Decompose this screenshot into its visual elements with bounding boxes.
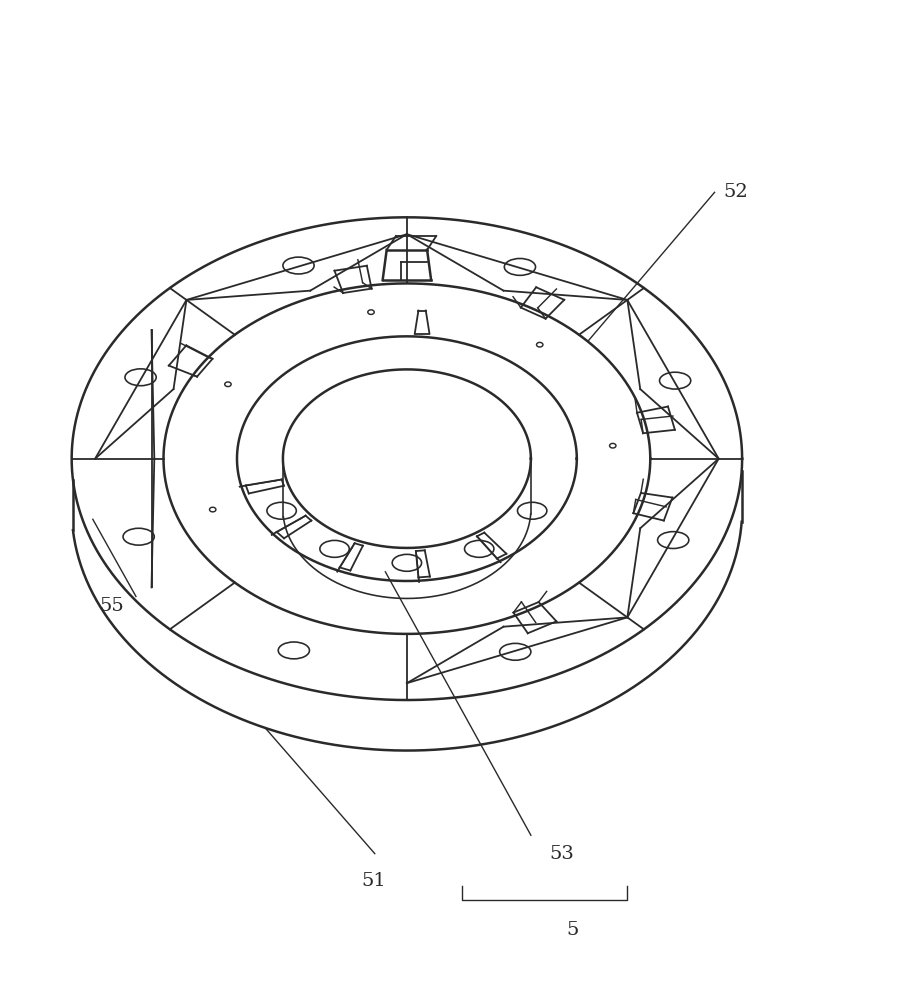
Text: 55: 55 (99, 597, 124, 615)
Text: 52: 52 (723, 183, 748, 201)
Text: 53: 53 (549, 845, 574, 863)
Text: 5: 5 (566, 921, 578, 939)
Text: 51: 51 (361, 872, 385, 890)
